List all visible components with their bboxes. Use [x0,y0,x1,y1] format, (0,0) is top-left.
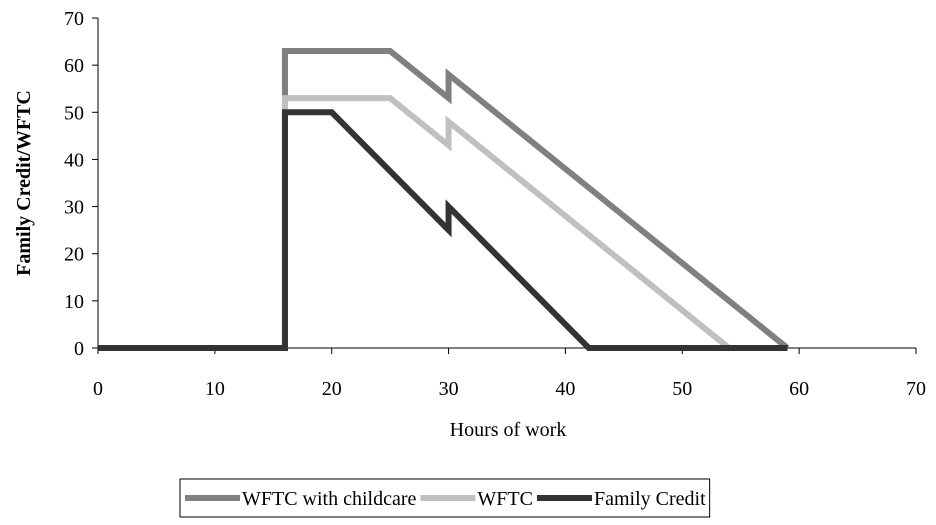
data-line [98,109,788,351]
y-tick-label: 50 [64,102,84,124]
x-axis-title: Hours of work [450,419,567,441]
y-tick-label: 70 [64,8,84,30]
y-tick-label: 60 [64,55,84,77]
legend-label: WFTC with childcare [242,488,417,510]
x-tick-label: 60 [789,378,809,400]
legend-label: WFTC [477,488,533,510]
y-tick-label: 10 [64,291,84,313]
x-tick-label: 40 [555,378,575,400]
y-tick-label: 0 [74,338,84,360]
x-tick-label: 50 [672,378,692,400]
x-tick-label: 10 [205,378,225,400]
legend-label: Family Credit [594,488,706,510]
data-line [98,48,790,351]
x-tick-label: 70 [906,378,926,400]
legend: WFTC with childcare WFTC Family Credit [185,488,706,510]
y-tick-label: 30 [64,197,84,219]
y-axis-title: Family Credit/WFTC [13,90,35,276]
y-tick-label: 20 [64,244,84,266]
x-tick-label: 30 [439,378,459,400]
y-tick-label: 40 [64,149,84,171]
x-tick-label: 0 [93,378,103,400]
x-tick-label: 20 [322,378,342,400]
